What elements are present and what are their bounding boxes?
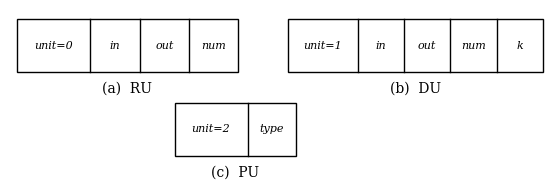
Text: (b)  DU: (b) DU bbox=[390, 82, 441, 96]
Text: in: in bbox=[376, 41, 386, 51]
Text: out: out bbox=[155, 41, 173, 51]
Text: unit=1: unit=1 bbox=[304, 41, 342, 51]
Bar bbox=[17, 19, 238, 72]
Text: num: num bbox=[461, 41, 486, 51]
Bar bbox=[288, 19, 543, 72]
Text: (a)  RU: (a) RU bbox=[102, 82, 152, 96]
Text: unit=0: unit=0 bbox=[34, 41, 73, 51]
Bar bbox=[175, 103, 296, 156]
Text: num: num bbox=[201, 41, 226, 51]
Text: in: in bbox=[110, 41, 120, 51]
Text: out: out bbox=[418, 41, 436, 51]
Text: (c)  PU: (c) PU bbox=[212, 165, 259, 179]
Text: unit=2: unit=2 bbox=[192, 124, 230, 134]
Text: k: k bbox=[516, 41, 523, 51]
Text: type: type bbox=[260, 124, 284, 134]
